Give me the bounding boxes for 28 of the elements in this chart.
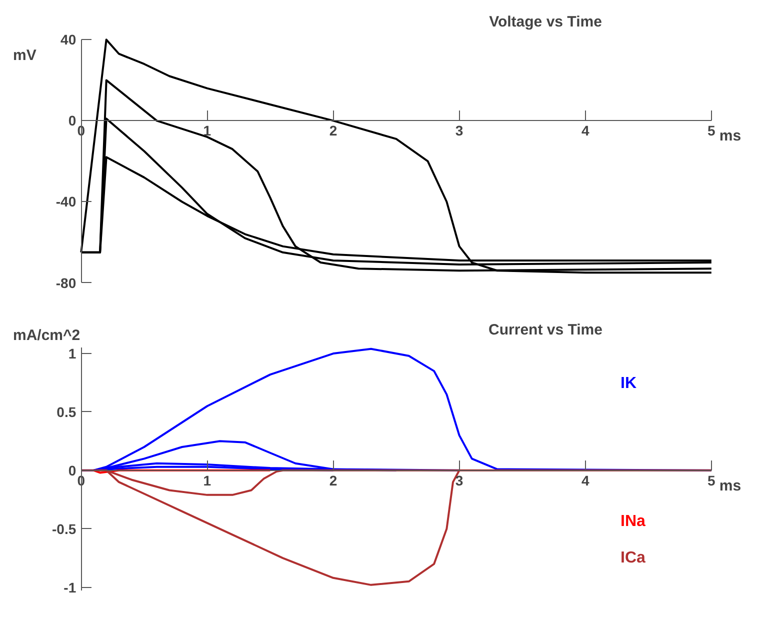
y-tick-label: 40 bbox=[60, 32, 76, 48]
chart-title: Voltage vs Time bbox=[489, 13, 602, 30]
text: IK bbox=[620, 374, 637, 392]
y-tick-label: 0.5 bbox=[56, 404, 76, 420]
text: ICa bbox=[620, 550, 646, 567]
y-tick-label: -0.5 bbox=[52, 520, 76, 537]
x-tick-label: 5 bbox=[707, 472, 716, 488]
x-tick-label: 2 bbox=[329, 472, 338, 488]
x-tick-label: 3 bbox=[455, 472, 464, 488]
y-axis-title: mV bbox=[13, 47, 36, 64]
text: INa bbox=[620, 513, 646, 530]
x-tick-label: 2 bbox=[329, 122, 338, 139]
y-tick-label: 1 bbox=[68, 346, 76, 362]
x-tick-label: 4 bbox=[581, 472, 590, 488]
chart-title: Current vs Time bbox=[488, 321, 602, 338]
y-tick-label: -1 bbox=[64, 579, 76, 596]
y-tick-label: -40 bbox=[56, 194, 76, 210]
x-axis-title: ms bbox=[719, 128, 742, 145]
x-tick-label: 5 bbox=[707, 122, 716, 139]
y-tick-label: 0 bbox=[68, 462, 76, 478]
x-tick-label: 4 bbox=[581, 122, 590, 139]
y-axis-title: mA/cm^2 bbox=[13, 326, 80, 344]
x-tick-label: 1 bbox=[203, 472, 212, 488]
x-tick-label: 3 bbox=[455, 122, 464, 139]
y-tick-label: -80 bbox=[56, 274, 76, 291]
y-tick-label: 0 bbox=[68, 112, 76, 129]
x-tick-label: 1 bbox=[203, 122, 212, 139]
x-axis-title: ms bbox=[719, 477, 742, 494]
